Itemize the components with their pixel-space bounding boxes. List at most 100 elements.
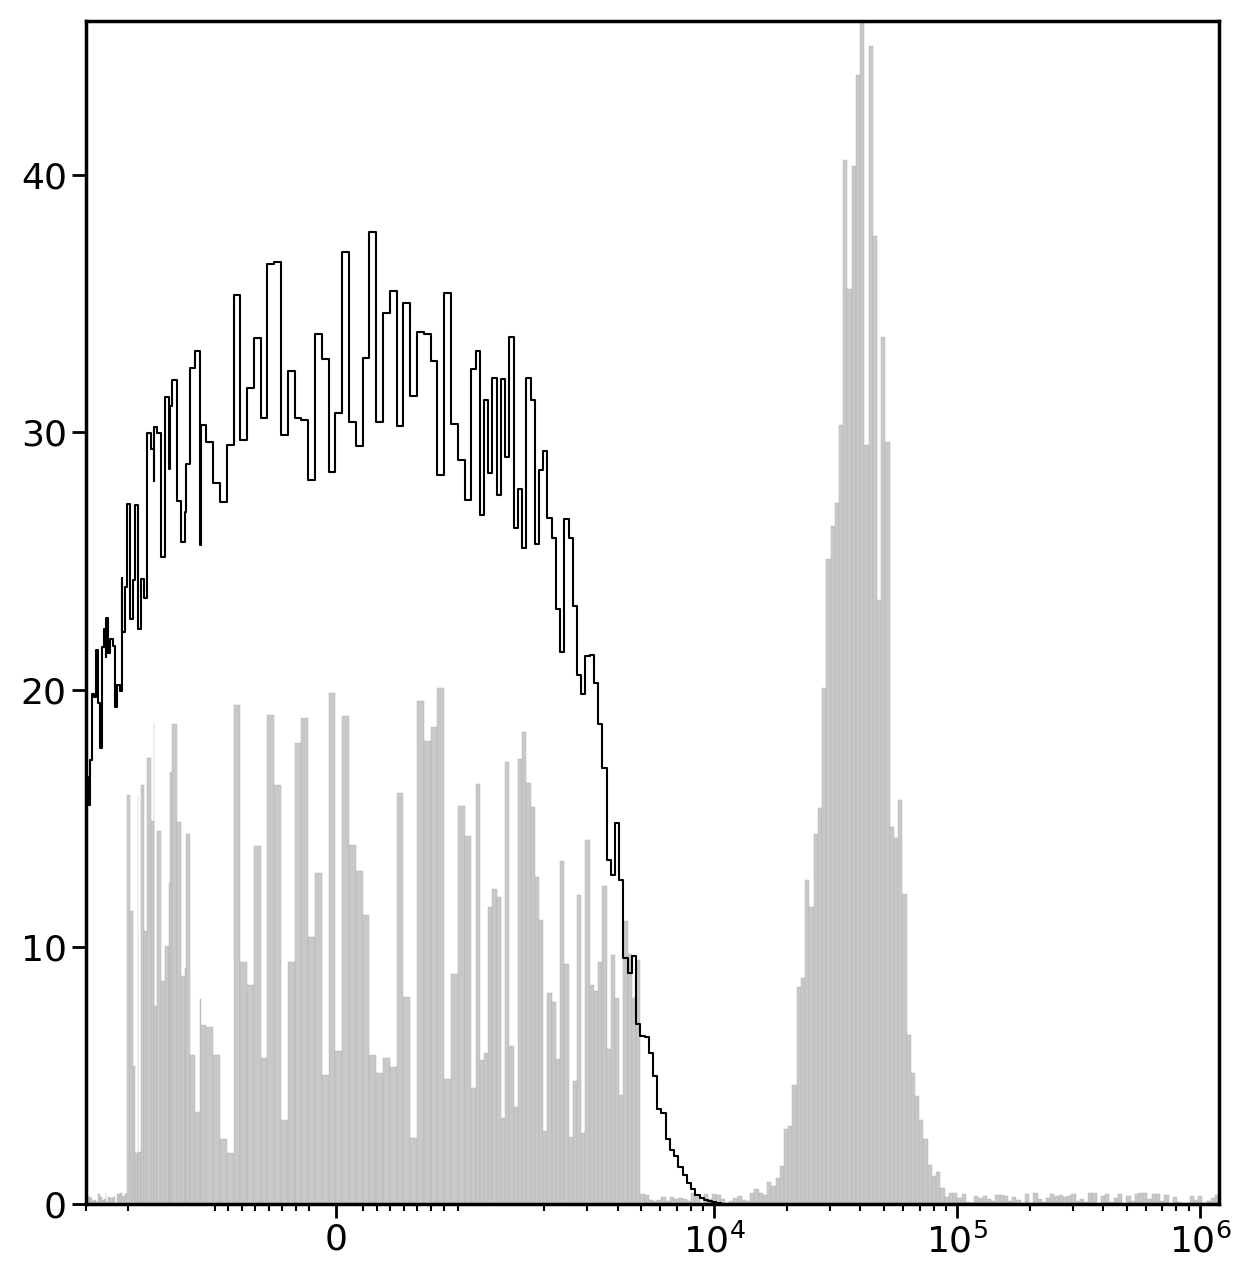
- Bar: [1181, 1203, 1186, 1204]
- Bar: [1072, 1194, 1076, 1204]
- Bar: [1088, 1193, 1093, 1204]
- Bar: [961, 1194, 966, 1204]
- Bar: [363, 915, 369, 1204]
- Bar: [1008, 1201, 1013, 1204]
- Bar: [738, 1197, 742, 1204]
- Bar: [87, 1196, 88, 1204]
- Bar: [560, 861, 565, 1204]
- Bar: [966, 1202, 970, 1204]
- Bar: [772, 1187, 776, 1204]
- Bar: [1126, 1196, 1131, 1204]
- Bar: [995, 1194, 999, 1204]
- Bar: [10, 1199, 13, 1204]
- Bar: [1143, 1193, 1147, 1204]
- Bar: [510, 1046, 513, 1204]
- Bar: [932, 1176, 936, 1204]
- Bar: [686, 1201, 692, 1204]
- Bar: [1156, 1194, 1160, 1204]
- Bar: [1118, 1194, 1122, 1204]
- Bar: [301, 718, 309, 1204]
- Bar: [531, 806, 535, 1204]
- Bar: [674, 1199, 679, 1204]
- Bar: [611, 955, 615, 1204]
- Bar: [397, 794, 403, 1204]
- Bar: [1147, 1199, 1152, 1204]
- Bar: [55, 1197, 56, 1204]
- Bar: [983, 1197, 986, 1204]
- Bar: [699, 1203, 704, 1204]
- Bar: [227, 1153, 233, 1204]
- Bar: [383, 1059, 390, 1204]
- Bar: [164, 946, 168, 1204]
- Bar: [556, 1059, 560, 1204]
- Bar: [195, 1112, 200, 1204]
- Bar: [745, 1201, 750, 1204]
- Bar: [124, 1193, 127, 1204]
- Bar: [679, 1198, 683, 1204]
- Bar: [522, 732, 526, 1204]
- Bar: [1059, 1194, 1063, 1204]
- Bar: [1101, 1196, 1106, 1204]
- Bar: [104, 1199, 105, 1204]
- Bar: [569, 1137, 572, 1204]
- Bar: [77, 1203, 78, 1204]
- Bar: [501, 1117, 506, 1204]
- Bar: [953, 1193, 958, 1204]
- Bar: [202, 1025, 206, 1204]
- Bar: [484, 1053, 488, 1204]
- Bar: [886, 442, 890, 1204]
- Bar: [1160, 1201, 1165, 1204]
- Bar: [1013, 1197, 1017, 1204]
- Bar: [1045, 1198, 1050, 1204]
- Bar: [287, 963, 295, 1204]
- Bar: [1194, 1201, 1199, 1204]
- Bar: [356, 870, 363, 1204]
- Bar: [1033, 1193, 1038, 1204]
- Bar: [92, 1202, 94, 1204]
- Bar: [619, 1096, 624, 1204]
- Bar: [868, 46, 872, 1204]
- Bar: [63, 1202, 64, 1204]
- Bar: [67, 1198, 68, 1204]
- Bar: [127, 795, 129, 1204]
- Bar: [154, 1006, 157, 1204]
- Bar: [683, 1199, 686, 1204]
- Bar: [138, 1152, 142, 1204]
- Bar: [640, 1194, 645, 1204]
- Bar: [254, 846, 261, 1204]
- Bar: [835, 503, 838, 1204]
- Bar: [999, 1196, 1004, 1204]
- Bar: [133, 1065, 136, 1204]
- Bar: [843, 160, 847, 1204]
- Bar: [915, 1096, 919, 1204]
- Bar: [79, 1196, 82, 1204]
- Bar: [986, 1199, 991, 1204]
- Bar: [84, 1196, 87, 1204]
- Bar: [899, 800, 902, 1204]
- Bar: [927, 1165, 932, 1204]
- Bar: [670, 1197, 674, 1204]
- Bar: [813, 833, 818, 1204]
- Bar: [1017, 1201, 1020, 1204]
- Bar: [1063, 1197, 1067, 1204]
- Bar: [151, 820, 153, 1204]
- Bar: [1093, 1193, 1097, 1204]
- Bar: [624, 922, 628, 1204]
- Bar: [991, 1202, 995, 1204]
- Bar: [717, 1196, 720, 1204]
- Bar: [890, 827, 894, 1204]
- Bar: [750, 1193, 754, 1204]
- Bar: [117, 1194, 119, 1204]
- Bar: [61, 1201, 63, 1204]
- Bar: [779, 1166, 784, 1204]
- Bar: [856, 76, 860, 1204]
- Bar: [129, 911, 133, 1204]
- Bar: [1190, 1196, 1194, 1204]
- Bar: [1152, 1194, 1156, 1204]
- Bar: [49, 1193, 50, 1204]
- Bar: [692, 1193, 695, 1204]
- Bar: [200, 998, 202, 1204]
- Bar: [1135, 1193, 1140, 1204]
- Bar: [1029, 1203, 1033, 1204]
- Bar: [733, 1198, 738, 1204]
